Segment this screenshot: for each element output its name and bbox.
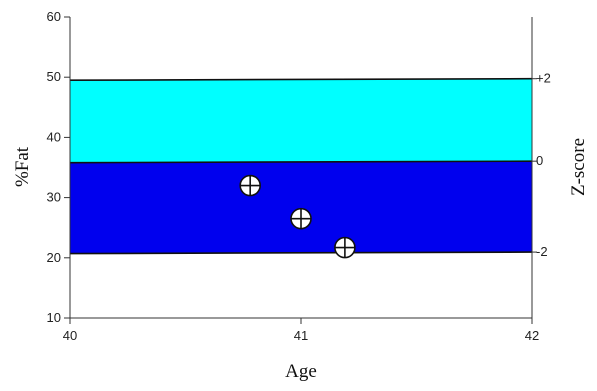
y-tick-label-50: 50 xyxy=(47,69,61,84)
y2-tick-label-1: 0 xyxy=(536,153,543,168)
x-tick-label-41: 41 xyxy=(294,328,308,343)
data-point-2 xyxy=(334,236,356,259)
x-axis-title: Age xyxy=(285,361,317,382)
band-boundary-2 xyxy=(69,251,533,255)
data-point-1 xyxy=(290,207,312,230)
reference-bands xyxy=(70,78,532,254)
y-axis-title: %Fat xyxy=(12,146,33,187)
y-tick-label-20: 20 xyxy=(47,250,61,265)
y-tick-label-10: 10 xyxy=(47,310,61,325)
y-tick-label-30: 30 xyxy=(47,190,61,205)
band-boundary-lines xyxy=(69,77,533,255)
x-tick-label-40: 40 xyxy=(63,328,77,343)
y2-tick-label-0: +2 xyxy=(536,71,551,86)
x-tick-label-42: 42 xyxy=(525,328,539,343)
ticks: 10 20 30 40 50 60 40 41 42 +2 0 -2 xyxy=(47,9,551,343)
y-tick-label-60: 60 xyxy=(47,9,61,24)
band-boundary-1 xyxy=(69,77,533,82)
data-point-0 xyxy=(239,174,261,197)
band-boundary-0 xyxy=(69,160,533,164)
data-points xyxy=(239,174,356,259)
y-tick-label-40: 40 xyxy=(47,129,61,144)
y2-axis-title: Z-score xyxy=(568,138,589,196)
band-0 xyxy=(70,78,532,163)
band-1 xyxy=(70,161,532,254)
y2-tick-label-2: -2 xyxy=(536,244,548,259)
